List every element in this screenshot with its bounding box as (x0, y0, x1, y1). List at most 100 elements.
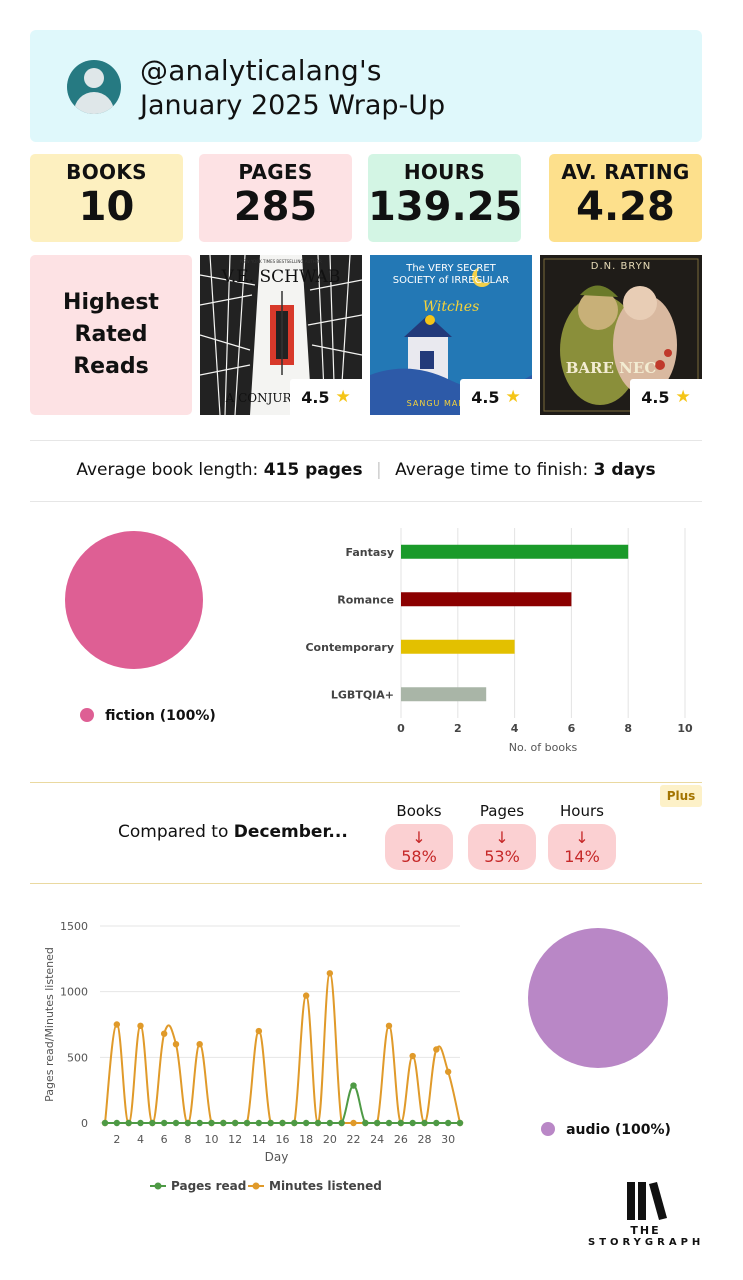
data-point-pages-read (373, 1119, 381, 1127)
compare-books-value: ↓ 58% (385, 824, 453, 870)
data-point-pages-read (149, 1119, 156, 1127)
data-point-minutes-listened (302, 992, 310, 999)
star-icon: ★ (675, 387, 691, 407)
data-point-minutes-listened (444, 1068, 452, 1075)
book-3-rating-value: 4.5 (641, 387, 670, 407)
data-point-pages-read (137, 1119, 144, 1127)
avg-time-value: 3 days (593, 460, 656, 480)
y-tick-label: 1000 (60, 986, 88, 999)
book-2-rating: 4.5 ★ (460, 379, 532, 415)
format-legend[interactable]: audio (100%) (541, 1119, 671, 1138)
divider (30, 782, 702, 783)
separator: | (375, 460, 382, 480)
data-point-minutes-listened (385, 1022, 393, 1030)
compare-pages-value: ↓ 53% (468, 824, 536, 870)
cover-1-art (200, 255, 362, 415)
x-tick-label: 2 (113, 1133, 120, 1146)
books-logo-icon (626, 1182, 667, 1220)
stat-pages-label: PAGES (238, 160, 313, 184)
data-point-pages-read (433, 1119, 440, 1127)
page-title: January 2025 Wrap-Up (140, 90, 446, 121)
data-point-pages-read (456, 1119, 464, 1127)
bar-romance (401, 592, 572, 607)
y-axis-label: Pages read/Minutes listened (43, 947, 56, 1102)
x-tick-label: 20 (323, 1133, 337, 1146)
fiction-legend-label: fiction (100%) (105, 708, 216, 724)
bar-lgbtqia (401, 687, 487, 702)
stat-books-label: BOOKS (66, 160, 147, 184)
book-1-rating-value: 4.5 (301, 387, 330, 407)
data-point-minutes-listened (137, 1022, 144, 1030)
x-tick-label: 18 (299, 1133, 313, 1146)
format-legend-dot (541, 1122, 555, 1136)
data-point-pages-read (172, 1119, 180, 1127)
x-tick-label: 10 (677, 722, 693, 735)
legend-label: Pages read (171, 1179, 246, 1193)
compare-label-month: December... (233, 822, 348, 842)
data-point-pages-read (385, 1119, 393, 1127)
book-cover-2[interactable]: The VERY SECRET SOCIETY of IRREGULAR Wit… (370, 255, 532, 415)
y-category-label: Contemporary (305, 641, 394, 654)
x-tick-label: 14 (252, 1133, 266, 1146)
data-point-pages-read (350, 1082, 357, 1089)
data-point-pages-read (291, 1119, 298, 1127)
book-cover-1[interactable]: NEW YORK TIMES BESTSELLING AUTHOR V.E. S… (200, 255, 362, 415)
cover-2-top: The VERY SECRET SOCIETY of IRREGULAR (392, 263, 510, 286)
book-1-rating: 4.5 ★ (290, 379, 362, 415)
book-3-rating: 4.5 ★ (630, 379, 702, 415)
x-tick-label: 30 (441, 1133, 455, 1146)
y-category-label: Fantasy (345, 546, 394, 559)
data-point-pages-read (184, 1119, 192, 1127)
y-tick-label: 0 (81, 1117, 88, 1130)
compare-hours-header: Hours (560, 802, 604, 820)
data-point-pages-read (338, 1119, 345, 1127)
x-tick-label: 10 (205, 1133, 219, 1146)
x-tick-label: 0 (397, 722, 405, 735)
x-tick-label: 2 (454, 722, 462, 735)
avatar-body (74, 92, 114, 114)
data-point-pages-read (113, 1119, 121, 1127)
fiction-legend[interactable]: fiction (100%) (80, 705, 216, 724)
star-icon: ★ (505, 387, 521, 407)
series-line-minutes-listened (104, 972, 461, 1125)
compare-pages-header: Pages (479, 802, 525, 820)
logo-name: STORYGRAPH (588, 1237, 705, 1248)
compare-label: Compared to December... (118, 822, 348, 842)
y-tick-label: 500 (67, 1051, 88, 1064)
stat-hours-label: HOURS (403, 160, 486, 184)
x-tick-label: 6 (568, 722, 576, 735)
plus-badge[interactable]: Plus (660, 785, 702, 807)
compare-label-prefix: Compared to (118, 822, 229, 842)
x-tick-label: 28 (418, 1133, 432, 1146)
data-point-pages-read (231, 1119, 239, 1127)
cover-2-title: Witches (422, 299, 480, 315)
stat-pages: PAGES 285 (199, 154, 352, 242)
data-point-pages-read (409, 1119, 416, 1127)
fiction-pie-chart (65, 531, 203, 669)
data-point-pages-read (267, 1119, 274, 1127)
logo-the: THE (630, 1224, 661, 1237)
divider (30, 440, 702, 441)
highest-rated-label-card: Highest Rated Reads (30, 255, 192, 415)
book-cover-3[interactable]: D.N. BRYN BARE NEC 4.5 ★ (540, 255, 702, 415)
data-point-pages-read (160, 1119, 168, 1127)
x-tick-label: 4 (137, 1133, 144, 1146)
stat-hours-value: 139.25 (368, 184, 523, 230)
data-point-pages-read (279, 1119, 286, 1127)
header-card: @analyticalang's January 2025 Wrap-Up (30, 30, 702, 142)
averages-line: Average book length: 415 pages | Average… (30, 460, 702, 480)
data-point-minutes-listened (433, 1046, 440, 1053)
x-axis-label: Day (265, 1150, 289, 1164)
data-point-pages-read (101, 1119, 109, 1127)
storygraph-logo[interactable]: THE STORYGRAPH (588, 1180, 703, 1255)
data-point-minutes-listened (326, 970, 334, 977)
compare-hours-value: ↓ 14% (548, 824, 616, 870)
data-point-minutes-listened (113, 1021, 121, 1028)
cover-1-top: NEW YORK TIMES BESTSELLING AUTHOR (240, 259, 322, 264)
highest-rated-label: Highest Rated Reads (63, 290, 159, 379)
avatar[interactable] (67, 60, 121, 114)
cover-2-author: SANGU MAN (406, 399, 466, 408)
compare-pages: Pages ↓ 53% (468, 802, 536, 870)
username[interactable]: @analyticalang's (140, 54, 382, 87)
